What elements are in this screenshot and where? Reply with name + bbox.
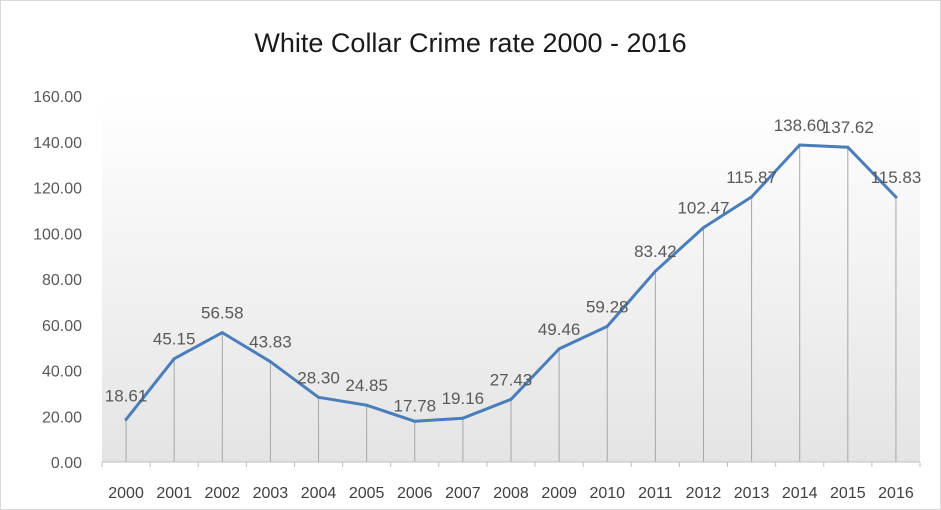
data-label: 19.16 bbox=[442, 389, 485, 408]
data-label: 83.42 bbox=[634, 242, 677, 261]
data-label: 49.46 bbox=[538, 320, 581, 339]
x-tick-label: 2006 bbox=[397, 485, 433, 502]
data-point bbox=[317, 395, 321, 399]
chart-title: White Collar Crime rate 2000 - 2016 bbox=[254, 28, 687, 58]
data-label: 45.15 bbox=[153, 330, 196, 349]
x-tick-label: 2010 bbox=[589, 485, 625, 502]
data-point bbox=[846, 145, 850, 149]
data-label: 137.62 bbox=[822, 118, 874, 137]
data-point bbox=[701, 226, 705, 230]
data-point bbox=[557, 347, 561, 351]
data-label: 24.85 bbox=[345, 376, 388, 395]
data-label: 18.61 bbox=[105, 386, 148, 405]
x-tick-label: 2001 bbox=[156, 485, 192, 502]
x-tick-label: 2015 bbox=[830, 485, 866, 502]
data-label: 43.83 bbox=[249, 333, 292, 352]
x-tick-label: 2000 bbox=[108, 485, 144, 502]
data-point bbox=[894, 195, 898, 199]
data-label: 28.30 bbox=[297, 368, 340, 387]
data-point bbox=[413, 419, 417, 423]
y-tick-label: 20.00 bbox=[42, 409, 82, 426]
data-point bbox=[509, 397, 513, 401]
x-tick-label: 2009 bbox=[541, 485, 577, 502]
x-tick-label: 2016 bbox=[878, 485, 914, 502]
y-tick-label: 80.00 bbox=[42, 272, 82, 289]
x-tick-label: 2008 bbox=[493, 485, 529, 502]
y-tick-label: 120.00 bbox=[33, 181, 82, 198]
data-point bbox=[365, 403, 369, 407]
y-tick-label: 0.00 bbox=[51, 455, 82, 472]
x-tick-label: 2014 bbox=[782, 485, 818, 502]
data-label: 138.60 bbox=[774, 116, 826, 135]
data-label: 56.58 bbox=[201, 304, 244, 323]
data-label: 102.47 bbox=[677, 199, 729, 218]
y-tick-label: 140.00 bbox=[33, 135, 82, 152]
x-tick-label: 2005 bbox=[349, 485, 385, 502]
data-point bbox=[124, 417, 128, 421]
x-tick-label: 2003 bbox=[253, 485, 289, 502]
data-label: 27.43 bbox=[490, 370, 533, 389]
data-point bbox=[220, 331, 224, 335]
data-point bbox=[461, 416, 465, 420]
data-point bbox=[605, 324, 609, 328]
x-tick-label: 2002 bbox=[204, 485, 240, 502]
x-tick-label: 2007 bbox=[445, 485, 481, 502]
y-tick-label: 40.00 bbox=[42, 364, 82, 381]
data-point bbox=[798, 143, 802, 147]
data-point bbox=[653, 269, 657, 273]
data-point bbox=[750, 195, 754, 199]
x-tick-label: 2013 bbox=[734, 485, 770, 502]
y-tick-label: 160.00 bbox=[33, 89, 82, 106]
data-label: 17.78 bbox=[393, 396, 436, 415]
data-label: 59.28 bbox=[586, 297, 629, 316]
data-point bbox=[268, 360, 272, 364]
y-tick-label: 100.00 bbox=[33, 226, 82, 243]
x-tick-label: 2004 bbox=[301, 485, 337, 502]
x-tick-label: 2011 bbox=[638, 485, 673, 502]
data-point bbox=[172, 357, 176, 361]
y-tick-label: 60.00 bbox=[42, 318, 82, 335]
x-tick-label: 2012 bbox=[686, 485, 722, 502]
data-label: 115.83 bbox=[871, 168, 922, 187]
data-label: 115.87 bbox=[726, 168, 777, 187]
